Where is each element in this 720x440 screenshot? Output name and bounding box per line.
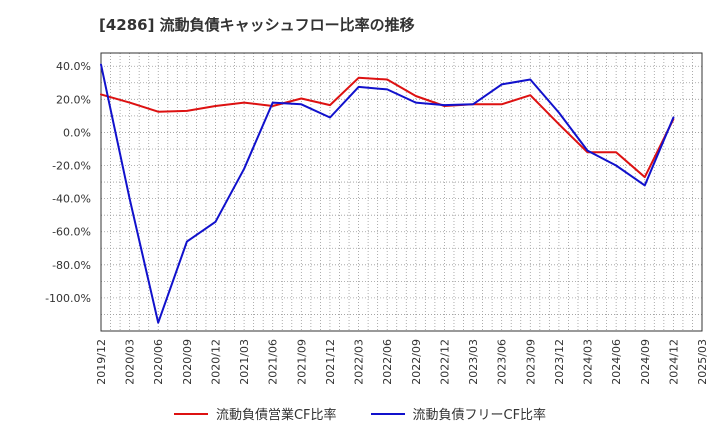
legend-item-operating-cf: 流動負債営業CF比率 (173, 404, 337, 423)
x-tick-label: 2020/03 (124, 339, 137, 385)
x-tick-label: 2019/12 (95, 339, 108, 385)
x-tick-label: 2024/12 (667, 339, 680, 385)
legend-label-operating-cf: 流動負債営業CF比率 (215, 408, 337, 423)
y-tick-label: 20.0% (56, 93, 91, 106)
x-tick-label: 2022/09 (410, 339, 423, 385)
series-line-operating-cf (100, 76, 675, 179)
x-tick-label: 2024/09 (639, 339, 652, 385)
x-tick-label: 2021/09 (295, 339, 308, 385)
x-tick-label: 2020/12 (209, 339, 222, 385)
legend: 流動負債営業CF比率 流動負債フリーCF比率 (0, 404, 720, 423)
y-tick-label: -60.0% (52, 226, 91, 239)
legend-item-free-cf: 流動負債フリーCF比率 (370, 404, 547, 423)
legend-label-free-cf: 流動負債フリーCF比率 (412, 408, 547, 423)
y-tick-label: 40.0% (56, 60, 91, 73)
chart-title: [4286] 流動負債キャッシュフロー比率の推移 (99, 16, 415, 34)
x-tick-label: 2025/03 (696, 339, 709, 385)
plot-frame (100, 52, 703, 332)
series-line-free-cf (100, 63, 675, 324)
x-tick-label: 2024/06 (610, 339, 623, 385)
y-tick-label: 0.0% (63, 126, 91, 139)
x-tick-label: 2020/09 (181, 339, 194, 385)
legend-swatch-operating-cf (173, 412, 208, 415)
y-tick-label: -100.0% (45, 292, 91, 305)
x-tick-label: 2021/12 (324, 339, 337, 385)
x-tick-label: 2021/06 (267, 339, 280, 385)
x-tick-label: 2023/03 (467, 339, 480, 385)
legend-swatch-free-cf (370, 412, 405, 415)
y-tick-label: -20.0% (52, 160, 91, 173)
x-tick-label: 2022/03 (353, 339, 366, 385)
x-tick-label: 2023/12 (553, 339, 566, 385)
x-tick-label: 2023/09 (524, 339, 537, 385)
x-tick-label: 2020/06 (152, 339, 165, 385)
x-tick-label: 2023/06 (496, 339, 509, 385)
plot-background (101, 53, 702, 331)
y-tick-label: -40.0% (52, 193, 91, 206)
x-tick-label: 2022/06 (381, 339, 394, 385)
x-tick-label: 2024/03 (582, 339, 595, 385)
y-tick-label: -80.0% (52, 259, 91, 272)
x-tick-label: 2022/12 (438, 339, 451, 385)
x-tick-label: 2021/03 (238, 339, 251, 385)
